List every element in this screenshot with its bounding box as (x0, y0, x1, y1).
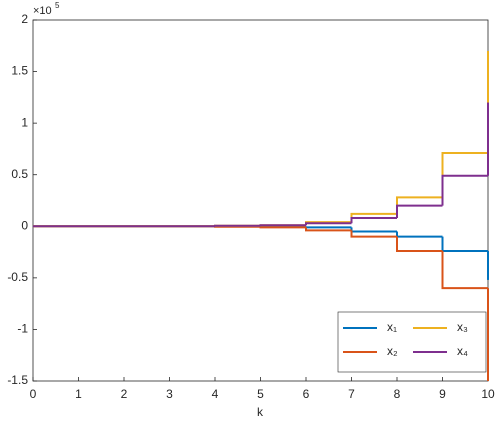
x-axis-label: k (257, 405, 264, 419)
legend-box (337, 311, 487, 373)
legend-label: x₄ (457, 344, 468, 358)
y-tick-label: 1 (21, 115, 28, 129)
legend-label: x₂ (387, 344, 398, 358)
legend-label: x₃ (457, 320, 468, 334)
x-tick-label: 6 (303, 387, 310, 401)
y-tick-label: -1 (17, 322, 28, 336)
y-tick-label: 0 (21, 218, 28, 232)
y-multiplier: ×10 (33, 5, 52, 17)
x-tick-label: 8 (394, 387, 401, 401)
stair-step (305, 222, 352, 226)
x-tick-label: 0 (30, 387, 37, 401)
x-tick-label: 2 (121, 387, 128, 401)
stair-step (214, 224, 261, 227)
y-tick-label: -1.5 (7, 373, 28, 387)
x-tick-label: 10 (481, 387, 495, 401)
y-tick-label: -0.5 (7, 270, 28, 284)
x-tick-label: 1 (75, 387, 82, 401)
y-tick-label: 2 (21, 12, 28, 26)
y-tick-label: 1.5 (11, 64, 28, 78)
stair-step (441, 174, 488, 206)
stair-step (441, 251, 488, 290)
y-tick-label: 0.5 (11, 167, 28, 181)
x-tick-label: 4 (212, 387, 219, 401)
stair-step (305, 226, 352, 229)
x-tick-label: 3 (166, 387, 173, 401)
x-tick-label: 7 (348, 387, 355, 401)
x-tick-label: 5 (257, 387, 264, 401)
stair-step (259, 224, 306, 227)
x-tick-label: 9 (439, 387, 446, 401)
stair-step (396, 236, 443, 253)
stair-step (305, 227, 352, 232)
legend-label: x₁ (387, 320, 397, 334)
stair-step (396, 204, 443, 219)
stair-step (259, 226, 306, 229)
y-multiplier-power: 5 (55, 1, 60, 10)
stair-step (350, 230, 397, 238)
stair-step (350, 217, 397, 224)
